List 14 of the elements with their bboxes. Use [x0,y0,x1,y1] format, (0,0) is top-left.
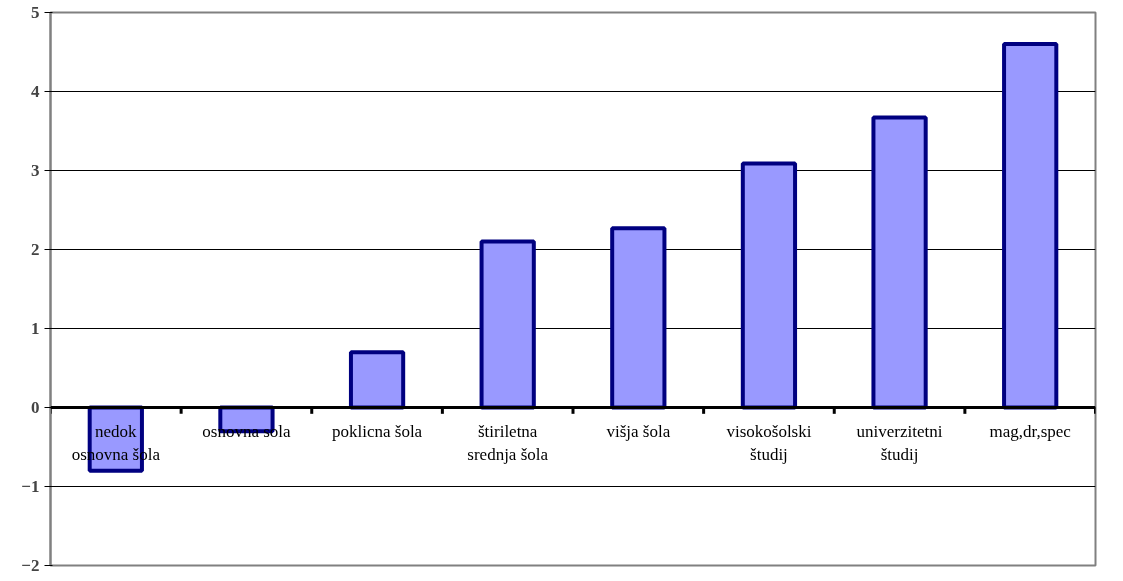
y-tick-label: 3 [31,161,40,180]
y-tick-label: 1 [31,319,40,338]
y-tick-label: 0 [31,398,40,417]
x-tick-label: poklicna šola [331,421,423,441]
x-tick-label: univerzitetni študij [856,421,943,465]
y-tick-label: −2 [21,556,40,575]
y-tick-label: −1 [21,477,40,496]
y-tick-label: 2 [31,240,40,259]
x-tick-label: mag,dr,spec [989,421,1072,441]
x-tick-label: štiriletna srednja šola [467,421,549,465]
y-tick-label: 4 [31,82,40,101]
x-tick-label: visokošolski študij [726,421,812,465]
y-tick-label: 5 [31,3,40,22]
x-tick-label: višja šola [606,421,671,441]
